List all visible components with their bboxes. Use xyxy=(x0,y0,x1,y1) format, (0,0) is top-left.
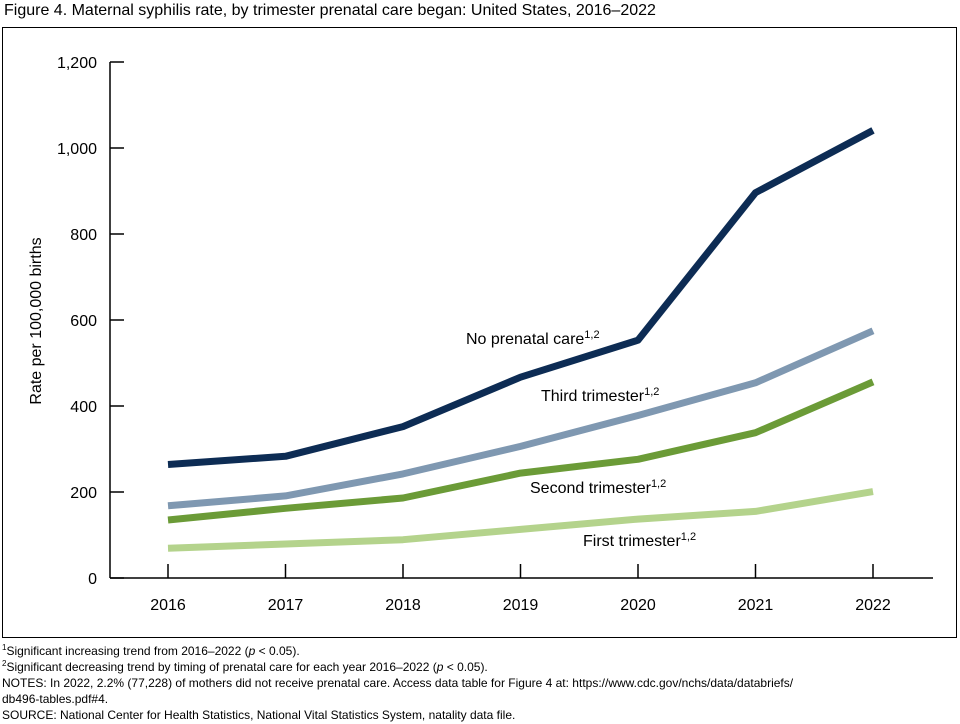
footnote-2-text-start: Significant decreasing trend by timing o… xyxy=(6,660,437,674)
footnote-2-marker: 2 xyxy=(2,659,7,668)
series-line-second-trimester xyxy=(167,378,875,524)
footnote-1-marker: 1 xyxy=(2,643,7,652)
x-tick-label: 2019 xyxy=(503,597,539,614)
y-axis-title: Rate per 100,000 births xyxy=(28,237,45,404)
series-label-third-trimester: Third trimester1,2 xyxy=(541,386,659,405)
y-tick-label: 600 xyxy=(70,313,97,330)
footnote-2: 2Significant decreasing trend by timing … xyxy=(2,659,952,675)
y-tick-label: 0 xyxy=(88,571,97,588)
y-tick-label: 200 xyxy=(70,485,97,502)
footnote-2-p-symbol: p xyxy=(436,660,444,674)
x-tick-label: 2022 xyxy=(855,597,891,614)
footnote-1-text-start: Significant increasing trend from 2016–2… xyxy=(6,644,249,658)
notes-line-1: NOTES: In 2022, 2.2% (77,228) of mothers… xyxy=(2,676,794,690)
y-tick-label: 400 xyxy=(70,399,97,416)
line-chart: 0 200 400 600 800 1,000 1,200 2016 2017 2018 2019 2… xyxy=(28,55,933,614)
footnote-1-p-symbol: p xyxy=(248,644,256,658)
chart-frame xyxy=(2,27,957,638)
series-label-first-trimester: First trimester1,2 xyxy=(583,531,696,550)
series-line-no-prenatal-care xyxy=(167,127,875,468)
footnotes: 1Significant increasing trend from 2016–… xyxy=(2,643,952,723)
y-tick-label: 1,000 xyxy=(57,141,97,158)
x-tick-label: 2021 xyxy=(738,597,774,614)
source-note: SOURCE: National Center for Health Stati… xyxy=(2,708,516,722)
footnote-1: 1Significant increasing trend from 2016–… xyxy=(2,643,952,659)
series-line-first-trimester xyxy=(167,488,874,552)
x-tick-label: 2017 xyxy=(268,597,304,614)
footnote-2-text-end: < 0.05). xyxy=(443,660,488,674)
y-tick-label: 1,200 xyxy=(57,55,97,72)
x-tick-label: 2016 xyxy=(150,597,186,614)
y-tick-label: 800 xyxy=(70,227,97,244)
series-line-third-trimester xyxy=(167,327,875,510)
series-label-no-prenatal-care: No prenatal care1,2 xyxy=(466,329,600,348)
footnote-1-text-end: < 0.05). xyxy=(255,644,300,658)
series-label-second-trimester: Second trimester1,2 xyxy=(530,478,666,497)
x-tick-label: 2018 xyxy=(385,597,421,614)
figure-title: Figure 4. Maternal syphilis rate, by tri… xyxy=(4,2,656,19)
x-tick-label: 2020 xyxy=(620,597,656,614)
notes-line-2: db496-tables.pdf#4. xyxy=(2,692,109,706)
